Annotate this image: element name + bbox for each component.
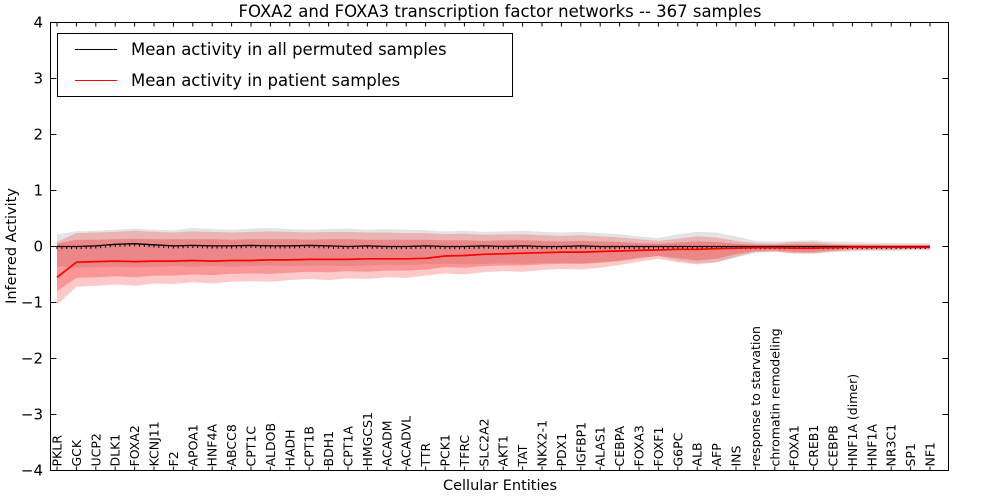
x-tick-label: HMGCS1 (360, 412, 375, 467)
x-tick-label: ALDOB (263, 423, 278, 467)
legend-item-permuted: Mean activity in all permuted samples (58, 35, 512, 65)
x-axis-label: Cellular Entities (442, 478, 558, 494)
chart-title: FOXA2 and FOXA3 transcription factor net… (238, 2, 762, 21)
x-tick-label: HNF1A (dimer) (845, 374, 860, 467)
x-tick-label: NF1 (923, 442, 938, 467)
x-tick-label: DLK1 (108, 434, 123, 467)
x-tick-label: AKT1 (496, 435, 511, 466)
x-tick-label: BDH1 (321, 431, 336, 467)
y-tick-label: 2 (33, 126, 43, 144)
red-mean-line (56, 246, 930, 278)
x-tick-label: HADH (282, 430, 297, 467)
x-tick-label: G6PC (670, 432, 685, 466)
x-tick-label: SP1 (903, 443, 918, 466)
x-tick-label: TAT (515, 444, 530, 467)
x-tick-label: ACADM (379, 420, 394, 466)
x-tick-label: GCK (69, 439, 84, 466)
x-tick-label: TTR (418, 442, 433, 467)
x-tick-label: NR3C1 (884, 424, 899, 467)
y-axis-label: Inferred Activity (4, 188, 20, 304)
x-tick-label: CPT1A (341, 426, 356, 467)
patient-samples-range-inner-band (57, 238, 930, 292)
y-tick-label: −3 (21, 406, 43, 424)
x-tick-label: SLC2A2 (476, 418, 491, 466)
x-tick-label: response to starvation (748, 326, 763, 467)
legend-line-sample-black (75, 49, 117, 50)
x-tick-label: CEBPA (612, 426, 627, 467)
x-tick-label: INS (729, 445, 744, 466)
x-tick-label: FOXA2 (127, 425, 142, 466)
x-tick-label: chromatin remodeling (767, 328, 782, 466)
legend-label-permuted: Mean activity in all permuted samples (131, 40, 447, 59)
legend: Mean activity in all permuted samples Me… (57, 33, 513, 97)
legend-item-patient: Mean activity in patient samples (58, 66, 512, 96)
y-tick-label: 3 (33, 70, 43, 88)
x-tick-label: ALB (690, 442, 705, 466)
legend-label-patient: Mean activity in patient samples (131, 71, 401, 90)
x-tick-label: CPT1B (302, 426, 317, 466)
legend-line-sample-red (75, 80, 117, 81)
x-tick-label: ALAS1 (593, 426, 608, 466)
x-tick-label: PDX1 (554, 433, 569, 467)
y-tick-label: 4 (33, 14, 43, 32)
x-tick-label: CPT1C (244, 426, 259, 467)
x-tick-label: FOXF1 (651, 427, 666, 467)
x-tick-label: HNF1A (864, 424, 879, 467)
x-tick-label: UCP2 (88, 433, 103, 466)
x-tick-label: CEBPB (826, 425, 841, 466)
x-tick-label: KCNJ11 (147, 421, 162, 466)
y-tick-label: 1 (33, 182, 43, 200)
x-tick-label: ABCC8 (224, 424, 239, 466)
x-tick-label: FOXA1 (787, 425, 802, 466)
x-tick-label: F2 (166, 451, 181, 466)
x-tick-label: NKX2-1 (535, 420, 550, 467)
x-tick-label: PCK1 (438, 434, 453, 466)
y-tick-label: 0 (33, 238, 43, 256)
x-tick-label: ACADVL (399, 416, 414, 467)
x-tick-label: CREB1 (806, 425, 821, 467)
x-tick-label: TFRC (457, 435, 472, 468)
x-tick-label: FOXA3 (632, 425, 647, 466)
x-tick-label: IGFBP1 (573, 422, 588, 467)
x-tick-label: HNF4A (205, 424, 220, 467)
y-tick-label: −1 (21, 294, 43, 312)
x-tick-label: APOA1 (185, 424, 200, 466)
y-tick-label: −2 (21, 350, 43, 368)
x-tick-label: AFP (709, 443, 724, 467)
x-tick-label: PKLR (50, 435, 65, 467)
y-tick-label: −4 (21, 462, 43, 480)
